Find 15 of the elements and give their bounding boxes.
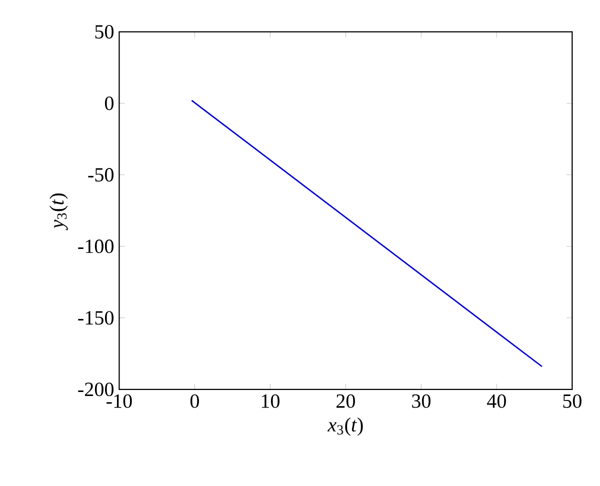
x-tick-label: -10 — [106, 394, 132, 408]
y-tick-label: -200 — [78, 382, 114, 396]
y-tick-label: -50 — [88, 168, 114, 182]
y-tick-label: -100 — [78, 240, 114, 254]
x-axis-title: x$_{3}$(t) — [327, 418, 363, 436]
x-tick-label: 50 — [563, 394, 582, 408]
y-tick-label: 0 — [104, 96, 114, 110]
y-tick-label: 50 — [95, 25, 114, 39]
x-tick-label: 40 — [487, 394, 506, 408]
x-tick-label: 30 — [412, 394, 430, 408]
y-axis-title: y$_{3}$(t) — [50, 194, 68, 230]
x-tick-label: 0 — [190, 394, 199, 408]
x-tick-label: 20 — [336, 394, 355, 408]
y-tick-label: -150 — [78, 311, 114, 325]
x-tick-label: 10 — [262, 394, 280, 408]
